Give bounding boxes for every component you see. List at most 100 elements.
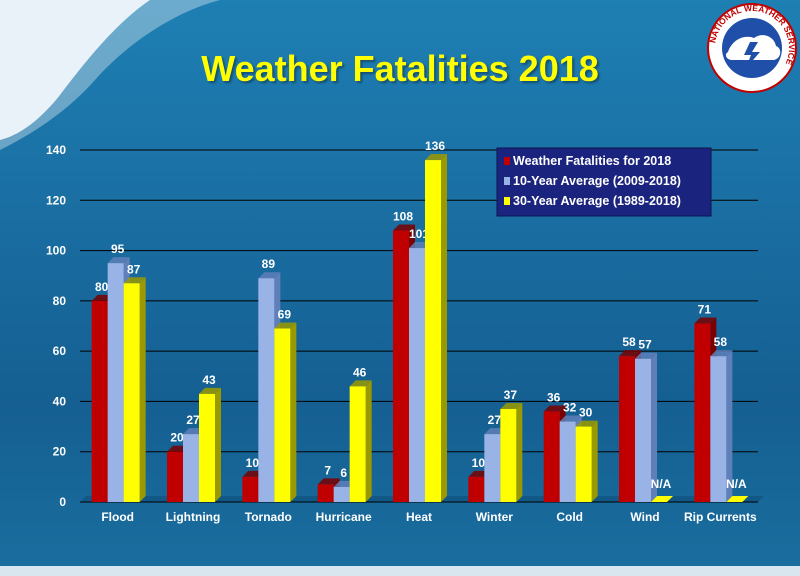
data-label: 46	[353, 365, 367, 379]
data-label: 89	[262, 257, 276, 271]
data-label: 10	[472, 456, 486, 470]
bar-top	[274, 322, 297, 329]
bar-side	[139, 277, 146, 502]
bar	[107, 263, 124, 502]
data-label: 95	[111, 242, 125, 256]
bar	[242, 476, 259, 502]
bar	[425, 160, 441, 503]
y-tick-label: 120	[46, 193, 66, 207]
data-label: 27	[488, 413, 502, 427]
bar	[123, 283, 140, 502]
x-tick-label: Lightning	[166, 510, 221, 524]
data-label: 20	[170, 431, 184, 445]
chart-title: Weather Fatalities 2018	[201, 48, 599, 89]
legend-swatch	[504, 157, 510, 165]
bar-top	[123, 277, 146, 284]
bar	[559, 421, 576, 502]
bar	[575, 426, 592, 502]
bar	[409, 248, 425, 502]
bar-top	[349, 380, 372, 387]
bar	[484, 434, 501, 502]
x-tick-label: Heat	[406, 510, 432, 524]
data-label: 58	[714, 335, 728, 349]
legend-swatch	[504, 177, 510, 185]
y-tick-label: 100	[46, 244, 66, 258]
data-label: 7	[324, 463, 331, 477]
legend-entry: Weather Fatalities for 2018	[513, 154, 671, 168]
bar-side	[365, 380, 372, 502]
legend-box	[496, 147, 712, 217]
x-tick-label: Hurricane	[316, 510, 372, 524]
y-tick-label: 60	[53, 344, 67, 358]
bar-top	[635, 352, 657, 359]
x-tick-label: Winter	[476, 510, 514, 524]
x-tick-label: Wind	[630, 510, 659, 524]
bar	[468, 476, 485, 502]
y-tick-label: 140	[46, 143, 66, 157]
x-tick-label: Tornado	[245, 510, 292, 524]
bar	[167, 451, 183, 502]
y-tick-label: 0	[59, 495, 66, 509]
data-label: 87	[127, 262, 141, 276]
bar	[91, 300, 108, 502]
bar	[274, 328, 291, 502]
bar-empty	[651, 496, 673, 502]
bar	[694, 323, 711, 502]
bar-side	[726, 350, 733, 502]
nws-logo: NATIONAL WEATHER SERVICE	[707, 3, 797, 93]
bar-side	[651, 352, 657, 502]
data-label: 108	[393, 209, 413, 223]
bar-top	[575, 420, 598, 427]
data-label: 136	[425, 139, 445, 153]
bar-empty	[726, 496, 749, 502]
bar	[349, 386, 366, 502]
bar	[333, 486, 350, 502]
bar	[635, 358, 651, 502]
x-tick-label: Cold	[556, 510, 583, 524]
bar	[500, 408, 517, 502]
data-label: 101	[409, 227, 429, 241]
bar-side	[441, 154, 447, 503]
data-label: 37	[504, 388, 518, 402]
bar-side	[290, 322, 297, 502]
bar-top	[317, 478, 340, 485]
legend-swatch	[504, 197, 510, 205]
data-label: 43	[202, 373, 216, 387]
data-label: 6	[340, 466, 347, 480]
bar-top	[559, 415, 582, 422]
bar-top	[425, 154, 447, 161]
bottom-band	[0, 566, 800, 576]
data-label: 36	[547, 390, 561, 404]
y-tick-label: 80	[53, 294, 67, 308]
bar-top	[543, 405, 566, 412]
data-label-na: N/A	[651, 477, 672, 491]
data-label-na: N/A	[726, 477, 747, 491]
background-wave	[0, 0, 220, 150]
data-label: 71	[698, 302, 712, 316]
data-label: 32	[563, 401, 577, 415]
bar-side	[516, 402, 523, 502]
bar-top	[694, 317, 717, 324]
legend-entry: 30-Year Average (1989-2018)	[513, 194, 681, 208]
y-tick-label: 20	[53, 445, 67, 459]
bar	[710, 356, 727, 502]
legend-entry: 10-Year Average (2009-2018)	[513, 174, 681, 188]
bar	[258, 278, 275, 502]
x-tick-label: Rip Currents	[684, 510, 757, 524]
bar	[393, 230, 409, 502]
bar-top	[258, 272, 281, 279]
bar-top	[710, 350, 733, 357]
bar	[183, 434, 199, 502]
bar	[199, 393, 215, 502]
bar-top	[619, 350, 641, 357]
bar	[543, 411, 560, 502]
data-label: 30	[579, 406, 593, 420]
data-label: 10	[246, 456, 260, 470]
data-label: 57	[638, 338, 652, 352]
data-label: 58	[622, 335, 636, 349]
bar-side	[215, 387, 221, 502]
bar-side	[591, 420, 598, 502]
bar	[317, 484, 334, 502]
bar-top	[393, 224, 415, 231]
